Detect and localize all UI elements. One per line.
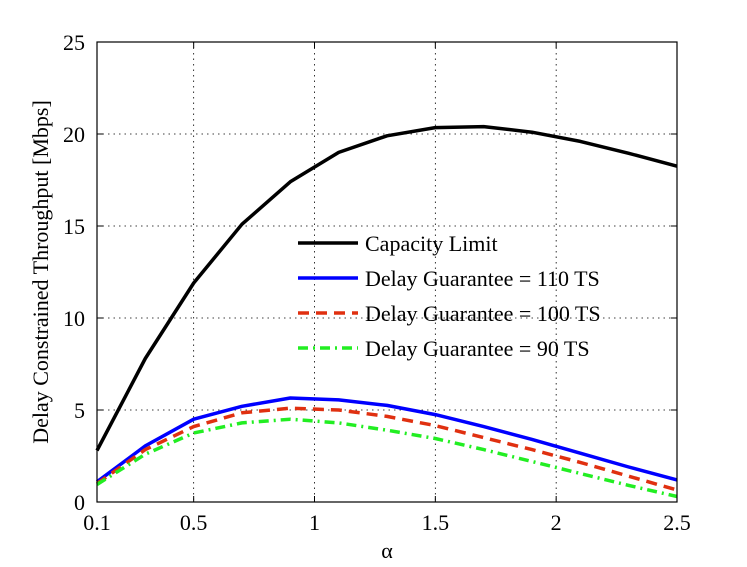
legend-label-1: Capacity Limit bbox=[365, 231, 498, 256]
y-tick-label: 15 bbox=[63, 214, 85, 239]
plot-frame bbox=[96, 41, 678, 503]
y-tick-label: 25 bbox=[63, 30, 85, 55]
series-line-4 bbox=[96, 417, 678, 499]
y-tick-label: 10 bbox=[63, 306, 85, 331]
x-tick-label: 0.5 bbox=[180, 510, 208, 535]
x-tick-label: 2.5 bbox=[663, 510, 691, 535]
y-tick-label: 20 bbox=[63, 122, 85, 147]
x-tick-label: 1 bbox=[309, 510, 320, 535]
legend-label-2: Delay Guarantee = 110 TS bbox=[365, 266, 600, 291]
legend-label-3: Delay Guarantee = 100 TS bbox=[365, 301, 601, 326]
x-tick-label: 1.5 bbox=[422, 510, 450, 535]
x-tick-label: 0.1 bbox=[83, 510, 111, 535]
legend-label-4: Delay Guarantee = 90 TS bbox=[365, 336, 590, 361]
series-line-1 bbox=[95, 124, 678, 452]
y-tick-label: 5 bbox=[74, 398, 85, 423]
legend: Capacity Limit Delay Guarantee = 110 TS De… bbox=[298, 231, 601, 361]
series-line-2 bbox=[95, 396, 678, 484]
series-line-3 bbox=[95, 406, 678, 492]
y-tick-label: 0 bbox=[74, 490, 85, 515]
plot-lines bbox=[95, 124, 678, 499]
x-axis-label: α bbox=[381, 538, 393, 563]
tick-labels: 0.1 0.5 1 1.5 2 2.5 0 5 10 15 20 25 bbox=[63, 30, 691, 535]
x-tick-label: 2 bbox=[551, 510, 562, 535]
y-axis-label: Delay Constrained Throughput [Mbps] bbox=[28, 100, 53, 444]
axis-ticks bbox=[96, 41, 678, 503]
